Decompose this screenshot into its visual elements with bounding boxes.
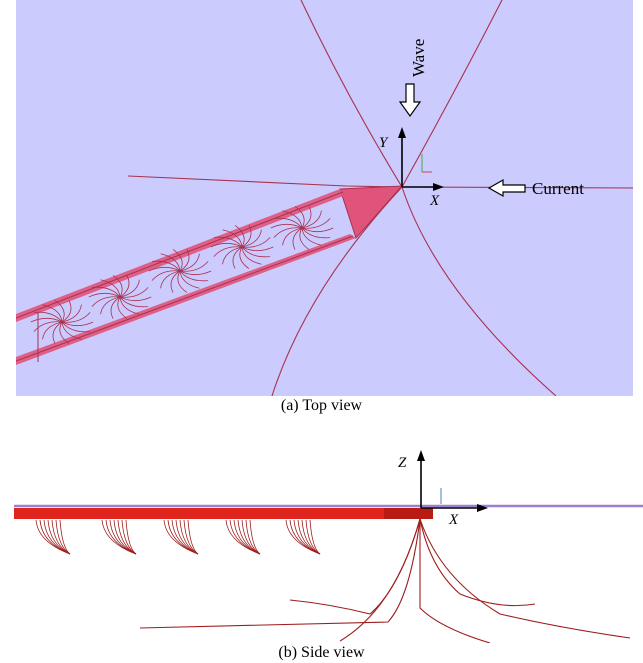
mooring-line-north-left	[300, 0, 403, 188]
small-axis-indicator	[421, 154, 432, 173]
side-bow	[384, 508, 433, 519]
wave-arrow	[398, 83, 422, 118]
wave-label: Wave	[409, 39, 428, 77]
side-view-caption: (b) Side view	[278, 644, 365, 661]
side-view-panel: Z X	[14, 450, 643, 643]
side-net-fan	[101, 519, 137, 555]
net-pens	[30, 206, 334, 344]
side-net-fan	[163, 519, 199, 555]
top-view-panel: Y X Wave Current	[16, 0, 633, 396]
side-axis-x-label: X	[448, 512, 459, 528]
side-axis-z-label: Z	[398, 455, 407, 471]
mooring-line-south-left	[271, 186, 403, 396]
mooring-line-south-right	[401, 186, 557, 396]
net-pen-rosette	[88, 275, 152, 319]
top-axes	[398, 127, 444, 191]
current-label: Current	[532, 179, 584, 198]
axis-y-label: Y	[379, 135, 389, 151]
net-pen-rosette	[148, 249, 212, 293]
side-net-pens	[35, 519, 321, 555]
side-net-fan	[35, 519, 71, 555]
bow-section	[339, 185, 404, 239]
net-pen-rosette	[270, 206, 334, 250]
side-axes	[417, 450, 488, 512]
side-net-fan	[225, 519, 261, 555]
side-net-fan	[285, 519, 321, 555]
current-arrow	[487, 178, 526, 198]
mooring-line-north-right	[401, 0, 503, 188]
side-mooring-lines	[139, 518, 631, 643]
side-hull	[14, 508, 384, 519]
net-pen-rosette	[30, 300, 94, 344]
net-pen-rosette	[210, 225, 274, 269]
axis-x-label: X	[429, 193, 440, 209]
top-view-caption: (a) Top view	[280, 397, 363, 414]
